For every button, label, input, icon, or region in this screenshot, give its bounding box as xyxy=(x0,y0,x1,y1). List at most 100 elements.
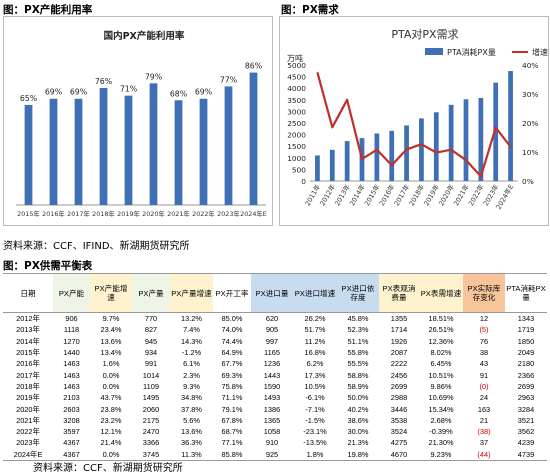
left-axis-tick-label: 500 xyxy=(292,165,306,174)
util-x-tick-label: 2022年 xyxy=(192,209,215,218)
table-cell: 45.8% xyxy=(347,314,369,324)
table-cell: 0.0% xyxy=(90,448,132,461)
column-header: PX进口增速 xyxy=(293,273,337,313)
table-cell: -0.39% xyxy=(429,427,453,437)
table-cell: 1109 xyxy=(143,381,159,391)
column-header: PTA消耗PX量 xyxy=(505,273,547,313)
table-cell: 67.7% xyxy=(221,359,243,369)
demand-bar xyxy=(344,141,350,181)
table-cell: 10.51% xyxy=(428,370,454,380)
table-cell: 3562 xyxy=(517,427,535,437)
table-cell: 79.1% xyxy=(221,404,243,414)
table-cell: 77.1% xyxy=(221,438,243,448)
table-cell: 2456 xyxy=(390,370,408,380)
table-cell: 163 xyxy=(477,404,491,414)
util-value-label: 71% xyxy=(120,85,137,94)
table-cell: 8.02% xyxy=(430,348,452,358)
table-cell: 2013年 xyxy=(16,325,40,335)
table-cell: 10.5% xyxy=(304,381,326,391)
table-cell: 991 xyxy=(144,359,158,369)
left-axis-tick-label: 4000 xyxy=(287,84,306,93)
legend-bar-label: PTA消耗PX量 xyxy=(447,47,496,57)
table-cell: 37.8% xyxy=(181,404,202,414)
demand-bar xyxy=(493,82,499,181)
table-cell: -7.1% xyxy=(305,404,325,414)
table-cell: 1014 xyxy=(142,370,160,380)
util-x-tick-label: 2017年 xyxy=(67,209,90,218)
table-cell: 1058 xyxy=(263,427,281,437)
table-cell: 17.3% xyxy=(304,370,326,380)
table-cell: 64.9% xyxy=(221,348,243,358)
table-cell: 1926 xyxy=(390,336,408,346)
left-axis-tick-label: 0 xyxy=(301,177,306,186)
left-axis-tick-label: 1000 xyxy=(287,154,306,163)
column-header: 日期 xyxy=(3,273,53,313)
legend-bar-swatch xyxy=(425,48,443,55)
util-value-label: 65% xyxy=(20,94,37,103)
table-cell: 2087 xyxy=(390,348,408,358)
table-cell: 2.3% xyxy=(183,370,200,380)
table-cell: 2016年 xyxy=(16,359,40,369)
table-cell: 12 xyxy=(479,314,489,324)
right-axis-tick-label: 30% xyxy=(522,90,538,99)
table-cell: 16.8% xyxy=(304,348,326,358)
table-cell: 1270 xyxy=(63,336,80,346)
util-x-tick-label: 2015年 xyxy=(17,209,40,218)
table-cell: 50.0% xyxy=(347,393,369,403)
column-header: PX产量 xyxy=(132,273,170,313)
table-cell: 1236 xyxy=(263,359,281,369)
table-cell: 1850 xyxy=(517,336,535,346)
util-value-label: 69% xyxy=(45,88,62,97)
table-cell: 12.1% xyxy=(100,427,122,437)
table-cell: 2060 xyxy=(142,404,160,414)
table-row: 2014年 1270 13.6% 945 14.3% 74.4% 997 11.2% 51.1%… xyxy=(3,336,547,347)
util-bar xyxy=(49,98,58,205)
table-cell: 38 xyxy=(479,348,489,358)
left-axis-tick-label: 1500 xyxy=(287,142,306,151)
table-cell: 0.0% xyxy=(102,370,120,380)
table-cell: 2021年 xyxy=(16,415,40,425)
util-bar xyxy=(224,86,233,205)
table-row: 2015年 1440 13.4% 934 -1.2% 64.9% 1165 16.8% 55.8… xyxy=(3,347,547,358)
table-cell: 34.8% xyxy=(181,393,202,403)
table-cell: 3597 xyxy=(63,427,80,437)
table-section-title: 图：PX供需平衡表 xyxy=(3,260,93,272)
table-cell: 9.7% xyxy=(102,314,120,324)
table-row: 2020年 2603 23.8% 2060 37.8% 79.1% 1386 -7.1% 40.… xyxy=(3,403,547,414)
util-bar xyxy=(124,95,133,205)
util-section-title: 图：PX产能利用率 xyxy=(3,4,93,16)
table-row: 2012年 906 9.7% 770 13.2% 85.0% 620 26.2% 45.8% 13… xyxy=(3,313,547,325)
table-cell: 43 xyxy=(479,359,489,369)
demand-bar xyxy=(433,112,439,181)
table-cell: 4239 xyxy=(517,438,535,448)
table-cell: (0) xyxy=(479,381,489,391)
table-cell: 3284 xyxy=(517,404,535,414)
table-cell: 2366 xyxy=(517,370,535,380)
util-bar xyxy=(74,98,83,205)
table-cell: 2023年 xyxy=(16,438,40,448)
util-chart-title: 国内PX产能利用率 xyxy=(104,30,185,42)
table-cell: 2699 xyxy=(390,381,408,391)
table-cell: 23.4% xyxy=(100,325,122,335)
table-cell: 5.6% xyxy=(183,415,200,425)
demand-bar xyxy=(404,125,409,181)
table-cell: 3524 xyxy=(390,427,408,437)
table-cell: 52.3% xyxy=(347,325,369,335)
table-cell: 13.2% xyxy=(181,314,202,324)
table-cell: 3446 xyxy=(390,404,408,414)
column-header: PX进口量 xyxy=(251,273,293,313)
demand-bar xyxy=(419,118,424,181)
table-cell: 620 xyxy=(265,314,279,324)
demand-chart-title: PTA对PX需求 xyxy=(391,27,458,41)
column-header: PX表需增速 xyxy=(419,273,463,313)
table-cell: 4739 xyxy=(505,448,547,461)
table-cell: 43.7% xyxy=(100,393,122,403)
table-cell: 827 xyxy=(144,325,158,335)
table-cell: 13.6% xyxy=(181,427,202,437)
table-cell: (44) xyxy=(463,448,505,461)
table-cell: 1.6% xyxy=(102,359,120,369)
table-cell: 26.51% xyxy=(428,325,454,335)
table-cell: -13.5% xyxy=(303,438,327,448)
table-cell: 9.23% xyxy=(419,448,463,461)
table-cell: 30.0% xyxy=(347,427,369,437)
